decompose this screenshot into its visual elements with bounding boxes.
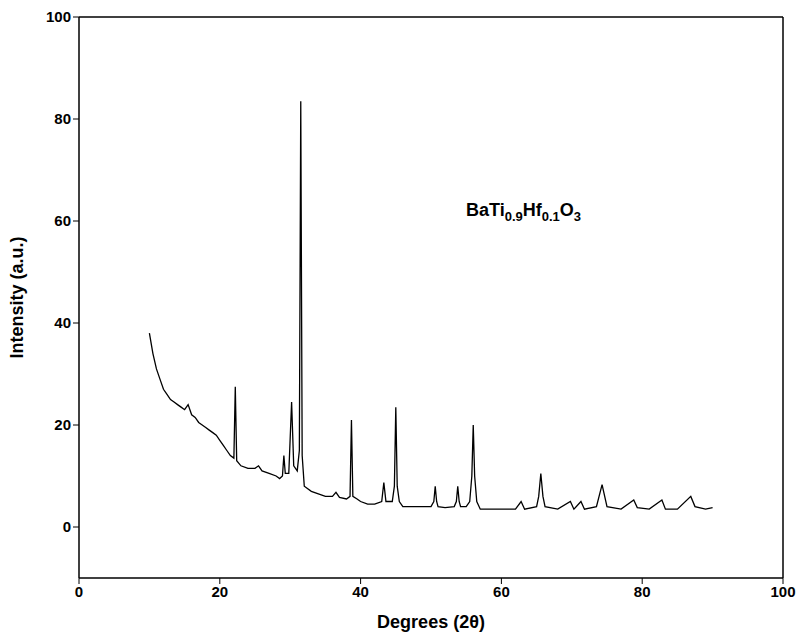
svg-text:100: 100 (770, 583, 795, 600)
svg-text:80: 80 (54, 110, 71, 127)
svg-text:0: 0 (63, 518, 71, 535)
svg-text:20: 20 (54, 416, 71, 433)
svg-text:60: 60 (493, 583, 510, 600)
svg-text:100: 100 (46, 8, 71, 25)
svg-text:40: 40 (54, 314, 71, 331)
svg-text:80: 80 (634, 583, 651, 600)
svg-text:Degrees (2θ): Degrees (2θ) (377, 612, 485, 632)
svg-text:Intensity (a.u.): Intensity (a.u.) (7, 236, 27, 358)
svg-text:0: 0 (75, 583, 83, 600)
html-text:BaTi0.9Hf0.1O3: BaTi0.9Hf0.1O3 (466, 200, 582, 224)
svg-text:20: 20 (211, 583, 228, 600)
svg-text:60: 60 (54, 212, 71, 229)
svg-text:40: 40 (352, 583, 369, 600)
